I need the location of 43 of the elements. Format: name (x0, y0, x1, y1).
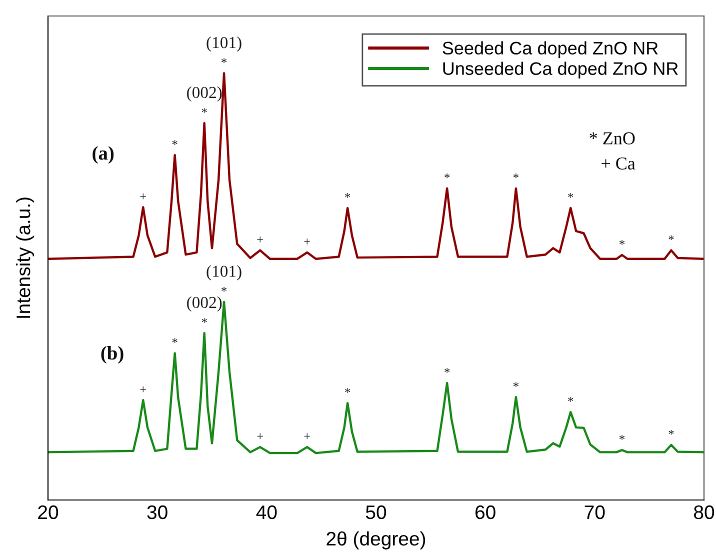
annotation: * (568, 397, 574, 402)
annotation: * (202, 318, 207, 323)
x-tick-label: 20 (38, 505, 58, 520)
x-tick-label: 70 (584, 505, 605, 520)
annotation: + (304, 433, 310, 440)
legend-label: Seeded Ca doped ZnO NR (442, 41, 658, 58)
x-tick-label: 50 (366, 505, 386, 520)
x-axis-title: 2θ (degree) (326, 531, 426, 550)
annotation: * (172, 140, 178, 145)
annotation: * (222, 287, 227, 292)
annotation: + (140, 193, 146, 200)
legend-label: Unseeded Ca doped ZnO NR (443, 62, 678, 79)
annotation: + (140, 386, 146, 392)
annotation: + Ca (602, 157, 636, 170)
annotation: * (202, 108, 207, 113)
y-axis-title: Intensity (a.u.) (16, 198, 34, 318)
annotation: (b) (101, 346, 124, 364)
annotation: + (304, 238, 310, 244)
annotation: * (444, 174, 450, 178)
annotation: (101) (206, 265, 242, 280)
annotation: + (257, 433, 264, 440)
annotation: * (619, 435, 625, 440)
annotation: * (668, 235, 674, 240)
annotation: * (222, 58, 227, 63)
annotation: * (513, 174, 518, 178)
x-tick-label: 30 (147, 505, 168, 520)
x-tick-label: 40 (256, 505, 277, 520)
annotation: * (568, 193, 574, 198)
annotation: * (345, 388, 350, 393)
annotation: * ZnO (590, 132, 635, 144)
annotation: * (172, 338, 178, 343)
x-tick-label: 80 (694, 505, 714, 520)
annotation: * (444, 368, 450, 373)
annotation: * (345, 193, 350, 198)
annotation: (101) (206, 36, 242, 52)
annotation: (a) (92, 146, 114, 164)
annotation: (002) (187, 86, 222, 102)
annotation: * (619, 240, 625, 245)
annotation: + (257, 236, 264, 242)
annotation: (002) (187, 296, 222, 312)
annotation: * (513, 382, 518, 387)
x-tick-label: 60 (476, 505, 496, 520)
annotation: * (668, 430, 674, 435)
